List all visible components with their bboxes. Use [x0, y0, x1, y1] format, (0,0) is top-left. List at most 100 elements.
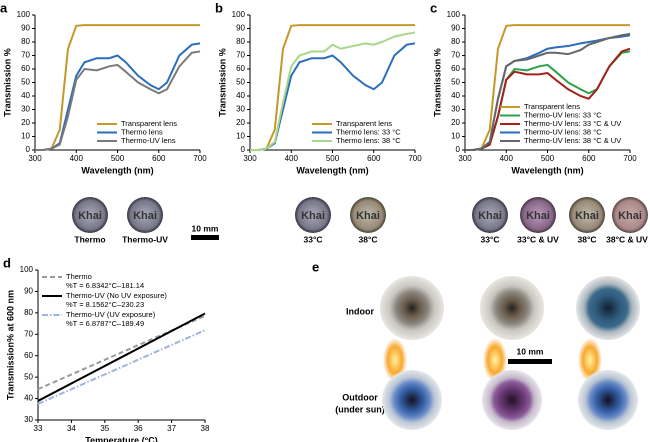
- y-tick-label: 20: [236, 118, 245, 127]
- y-tick-label: 30: [451, 105, 460, 114]
- series-line: [37, 329, 206, 405]
- x-tick-label: 700: [623, 154, 637, 163]
- lens-text: Khai: [526, 210, 550, 222]
- panel-label: a: [0, 0, 8, 15]
- y-tick-label: 100: [17, 10, 31, 19]
- sun-glare: [578, 338, 602, 382]
- x-tick-label: 300: [28, 154, 42, 163]
- series-line: [465, 47, 631, 151]
- y-tick-label: 90: [24, 287, 33, 296]
- photos-a: Khai Khai Thermo Thermo-UV 10 mm: [72, 197, 219, 244]
- series-line: [35, 50, 201, 151]
- photos-c: Khai Khai Khai Khai 33°C 33°C & UV 38°C …: [472, 197, 648, 244]
- x-tick-label: 38: [201, 424, 210, 433]
- x-axis-label: Temperature (°C): [85, 435, 157, 442]
- scale-bar-label: 10 mm: [517, 346, 544, 356]
- series-line: [35, 42, 201, 151]
- photo-caption: 33°C: [481, 234, 500, 244]
- y-tick-label: 60: [236, 64, 245, 73]
- y-tick-label: 50: [21, 78, 30, 87]
- photo-caption: 33°C: [304, 234, 323, 244]
- x-tick-label: 500: [541, 154, 555, 163]
- legend-label: Transparent lens: [524, 102, 580, 111]
- sun-glare: [483, 338, 507, 382]
- x-axis-label: Wavelength (nm): [511, 165, 583, 175]
- panel-label: b: [215, 0, 223, 15]
- x-tick-label: 300: [243, 154, 257, 163]
- lens-photo: [295, 197, 331, 233]
- scale-bar: [191, 235, 219, 240]
- y-tick-label: 40: [24, 394, 33, 403]
- y-tick-label: 0: [26, 145, 31, 154]
- panel-label: e: [312, 259, 319, 274]
- legend-equation: %T = 6.8787°C–189.49: [66, 319, 144, 328]
- legend-label: Thermo-UV lens: 38 °C & UV: [524, 136, 621, 145]
- photo-caption: 38°C: [359, 234, 378, 244]
- row-label: Indoor: [346, 306, 374, 316]
- y-tick-label: 50: [451, 78, 460, 87]
- scale-bar-label: 10 mm: [192, 223, 219, 233]
- lens-text: Khai: [356, 210, 380, 222]
- x-tick-label: 500: [326, 154, 340, 163]
- x-axis-label: Wavelength (nm): [81, 165, 153, 175]
- x-tick-label: 400: [500, 154, 514, 163]
- lens-photo: [127, 197, 163, 233]
- y-tick-label: 10: [451, 132, 460, 141]
- series-line: [465, 24, 630, 151]
- x-tick-label: 36: [134, 424, 143, 433]
- y-tick-label: 30: [236, 105, 245, 114]
- eye-photo: [482, 370, 542, 430]
- y-tick-label: 10: [236, 132, 245, 141]
- legend-equation: %T = 6.8342°C–181.14: [66, 281, 144, 290]
- y-tick-label: 90: [236, 24, 245, 33]
- legend-label: Thermo-UV (No UV exposure): [66, 291, 167, 300]
- row-label: Outdoor: [342, 392, 378, 402]
- eye-photo: [480, 276, 544, 340]
- y-tick-label: 10: [21, 132, 30, 141]
- x-tick-label: 37: [167, 424, 176, 433]
- y-tick-label: 20: [451, 118, 460, 127]
- series-line: [37, 314, 206, 391]
- legend-label: Thermo-UV lens: [121, 136, 176, 145]
- y-axis-label: Transmission% at 600 nm: [5, 290, 15, 400]
- y-tick-label: 60: [451, 64, 460, 73]
- x-tick-label: 700: [193, 154, 207, 163]
- y-tick-label: 30: [21, 105, 30, 114]
- legend-equation: %T = 8.1562°C–230.23: [66, 300, 144, 309]
- lens-text: Khai: [133, 210, 157, 222]
- x-tick-label: 600: [367, 154, 381, 163]
- x-tick-label: 500: [111, 154, 125, 163]
- photo-caption: Thermo-UV: [122, 234, 168, 244]
- y-tick-label: 70: [451, 51, 460, 60]
- y-tick-label: 100: [20, 265, 34, 274]
- y-tick-label: 60: [21, 64, 30, 73]
- legend-label: Thermo-UV (UV exposure): [66, 310, 156, 319]
- y-tick-label: 20: [21, 118, 30, 127]
- y-tick-label: 40: [21, 91, 30, 100]
- row-label: (under sun): [335, 404, 385, 414]
- x-tick-label: 400: [70, 154, 84, 163]
- lens-photo: [472, 197, 508, 233]
- y-tick-label: 40: [451, 91, 460, 100]
- photo-caption: Thermo: [74, 234, 105, 244]
- lens-photo: [350, 197, 386, 233]
- series-line: [35, 24, 200, 151]
- x-tick-label: 35: [100, 424, 109, 433]
- y-tick-label: 70: [21, 51, 30, 60]
- series-line: [250, 24, 415, 151]
- legend-label: Thermo lens: [121, 127, 163, 136]
- panel-label: d: [3, 255, 11, 270]
- lens-text: Khai: [618, 210, 642, 222]
- y-axis-label: Transmission %: [432, 48, 442, 117]
- legend-label: Thermo-UV lens: 38 °C: [524, 127, 602, 136]
- x-tick-label: 34: [67, 424, 76, 433]
- lens-text: Khai: [301, 210, 325, 222]
- lens-photo: [72, 197, 108, 233]
- legend-label: Thermo lens: 38 °C: [336, 136, 401, 145]
- y-axis-label: Transmission %: [2, 48, 12, 117]
- y-tick-label: 50: [236, 78, 245, 87]
- series-line: [250, 31, 416, 151]
- x-tick-label: 300: [458, 154, 472, 163]
- legend-label: Thermo-UV lens: 33 °C & UV: [524, 119, 621, 128]
